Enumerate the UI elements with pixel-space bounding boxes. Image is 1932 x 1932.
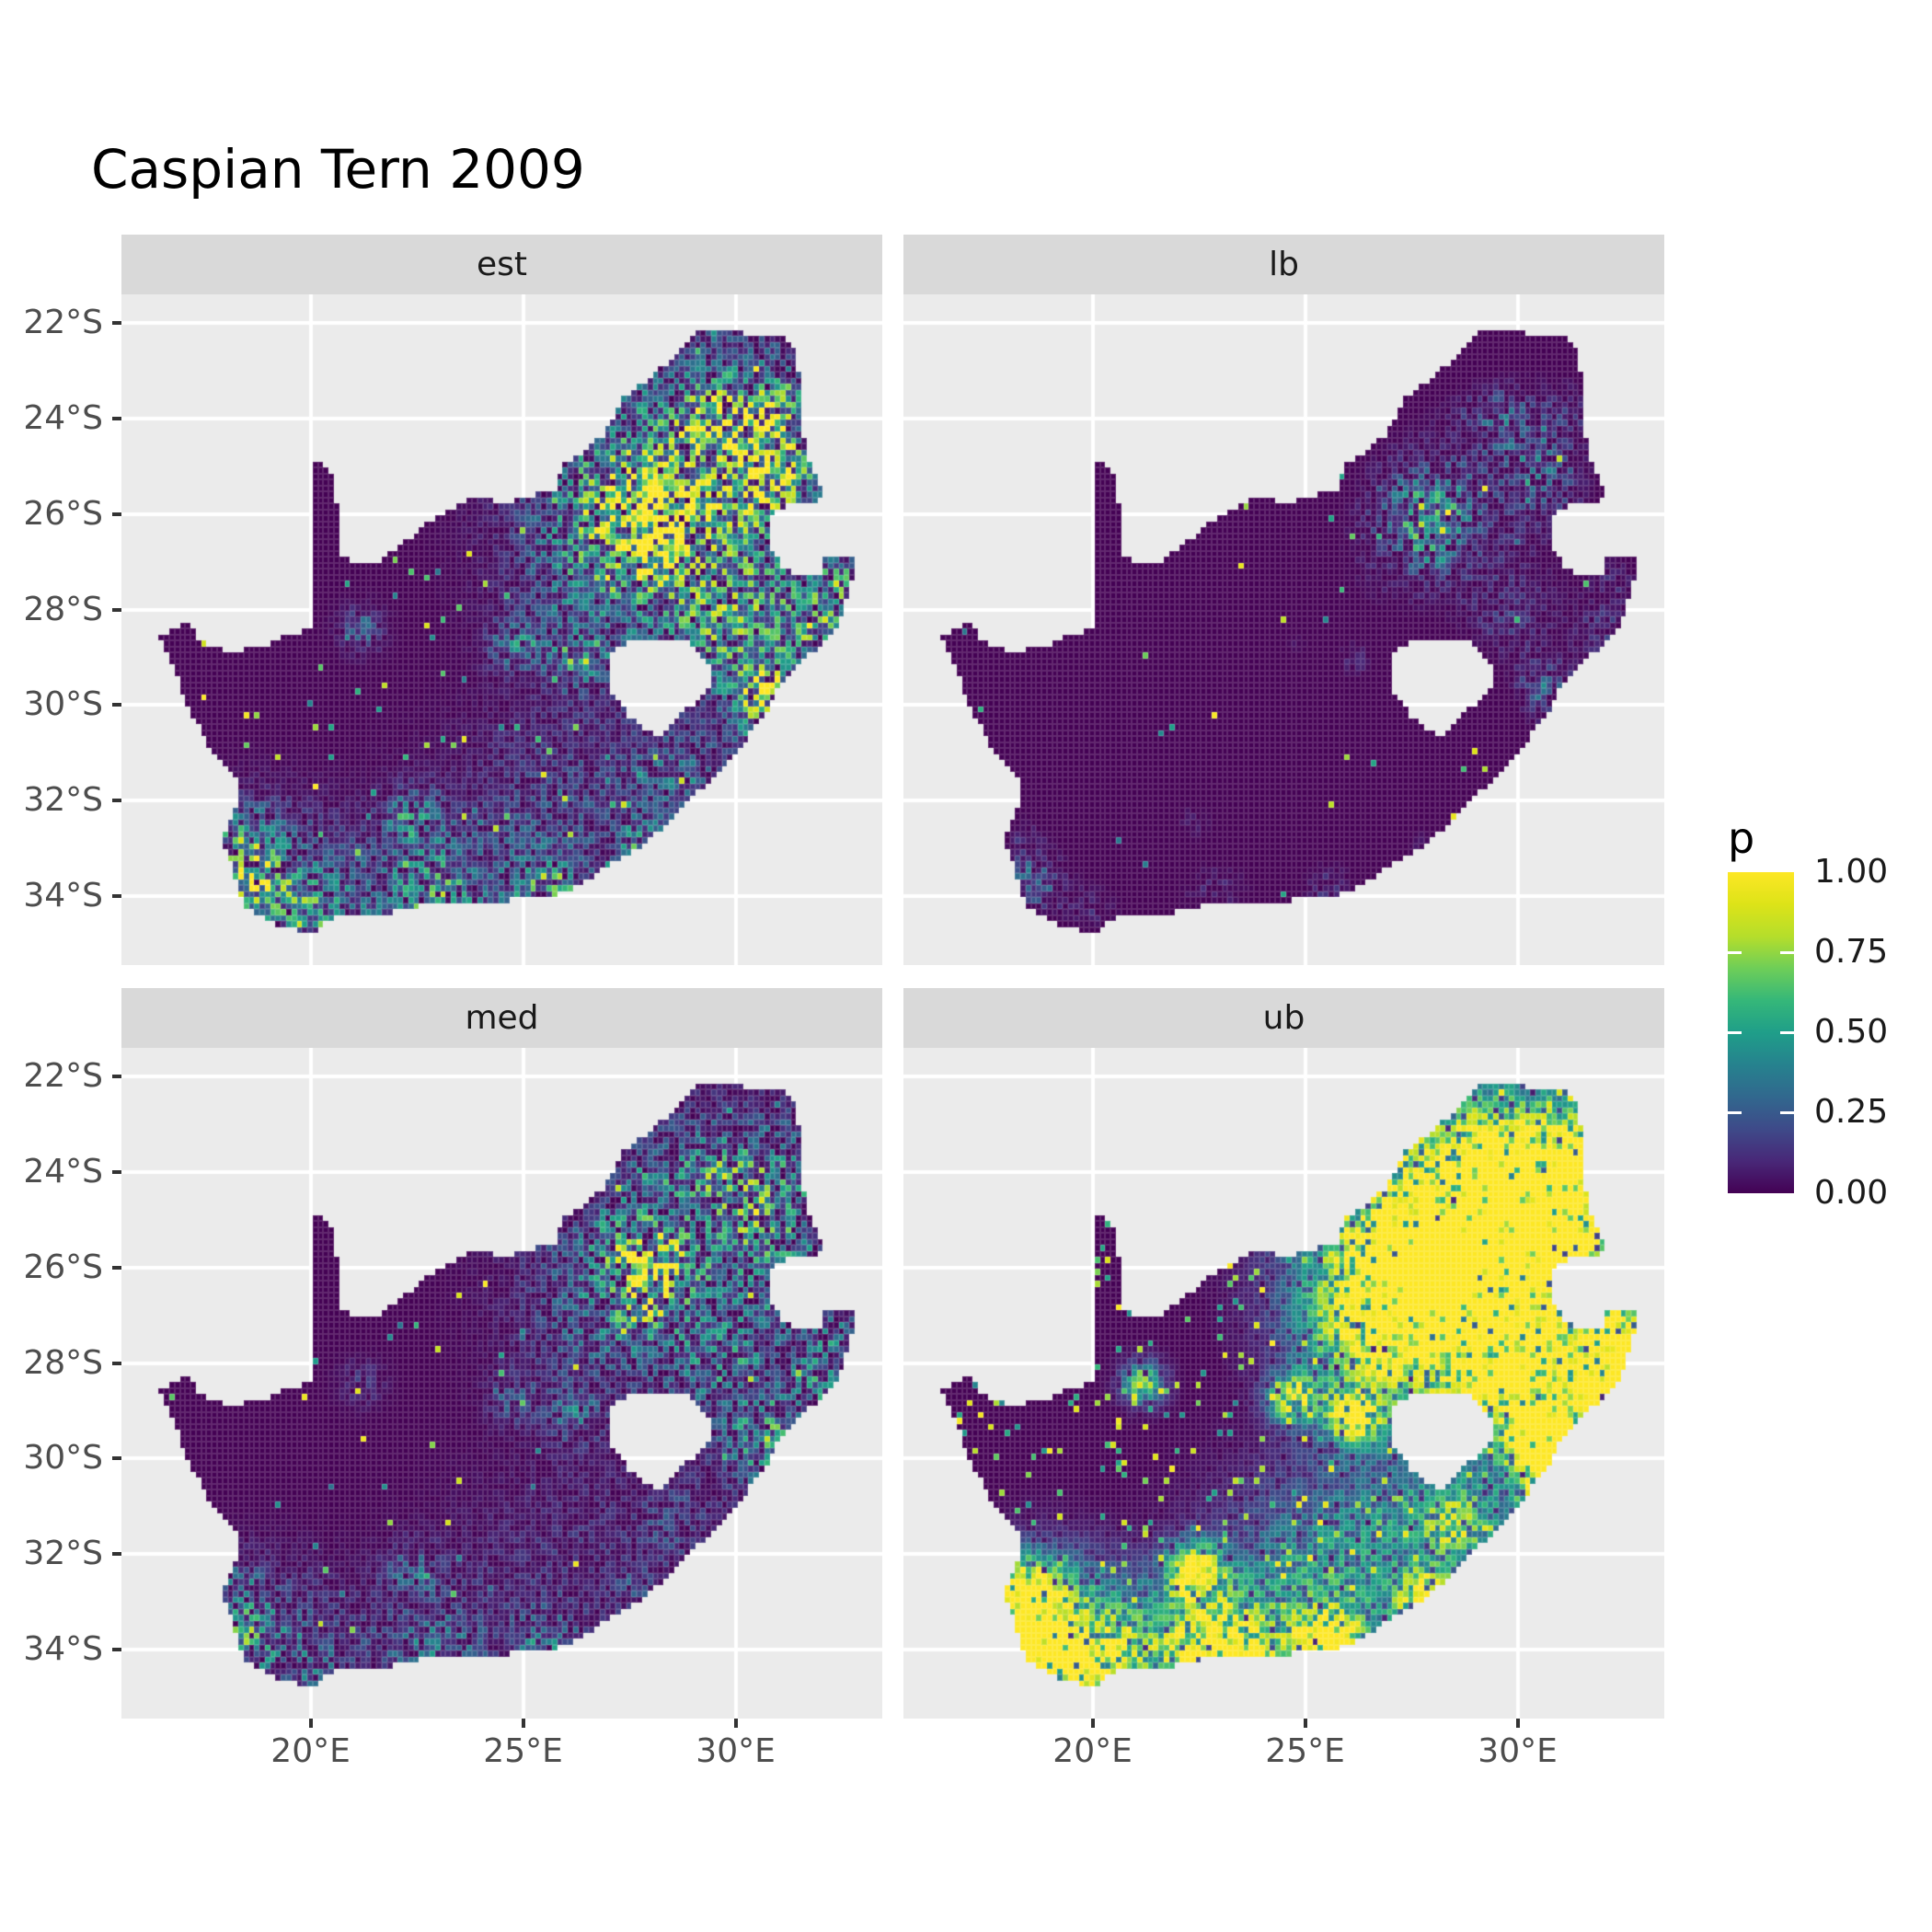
x-axis-tick	[1303, 1719, 1307, 1728]
y-axis-tick	[112, 607, 121, 612]
legend-label: 0.75	[1814, 933, 1889, 971]
y-axis-tick	[112, 893, 121, 898]
facet-strip-est: est	[121, 235, 882, 294]
legend-label: 0.25	[1814, 1093, 1889, 1131]
y-axis-tick	[112, 321, 121, 326]
map-canvas-med	[121, 1048, 882, 1719]
y-axis-tick	[112, 1456, 121, 1461]
y-axis-tick-label: 22°S	[23, 1057, 103, 1096]
facet-strip-label-est: est	[476, 246, 528, 283]
map-panel-ub	[903, 1048, 1664, 1719]
y-axis-tick-label: 34°S	[23, 1629, 103, 1668]
y-axis-tick-label: 26°S	[23, 1248, 103, 1286]
y-axis-tick-label: 28°S	[23, 590, 103, 628]
colorbar-tick	[1728, 1111, 1742, 1114]
y-axis-tick-label: 32°S	[23, 781, 103, 820]
facet-strip-lb: lb	[903, 235, 1664, 294]
y-axis-tick	[112, 1075, 121, 1079]
legend-title: p	[1728, 813, 1755, 863]
y-axis-tick-label: 26°S	[23, 494, 103, 533]
x-axis-tick-label: 20°E	[270, 1732, 351, 1770]
y-axis-tick-label: 30°S	[23, 685, 103, 724]
x-axis-tick	[733, 1719, 738, 1728]
colorbar-tick	[1728, 951, 1742, 954]
y-axis-tick-label: 24°S	[23, 398, 103, 437]
x-axis-tick-label: 30°E	[1478, 1732, 1558, 1770]
colorbar-tick	[1780, 951, 1794, 954]
y-axis-tick	[112, 512, 121, 516]
colorbar-tick	[1780, 1031, 1794, 1034]
y-axis-tick-label: 30°S	[23, 1439, 103, 1478]
y-axis-tick-label: 34°S	[23, 876, 103, 914]
y-axis-tick-label: 32°S	[23, 1535, 103, 1573]
y-axis-tick	[112, 1552, 121, 1557]
legend-label: 0.00	[1814, 1174, 1889, 1212]
x-axis-tick-label: 25°E	[1265, 1732, 1345, 1770]
y-axis-tick-label: 24°S	[23, 1152, 103, 1190]
facet-strip-ub: ub	[903, 988, 1664, 1048]
map-canvas-lb	[903, 294, 1664, 965]
map-panel-est	[121, 294, 882, 965]
colorbar-tick	[1780, 1111, 1794, 1114]
y-axis-tick-label: 22°S	[23, 304, 103, 342]
x-axis-tick	[521, 1719, 525, 1728]
x-axis-tick-label: 25°E	[483, 1732, 563, 1770]
y-axis-tick	[112, 416, 121, 420]
y-axis-tick	[112, 1647, 121, 1651]
plot-title: Caspian Tern 2009	[91, 138, 585, 201]
map-canvas-ub	[903, 1048, 1664, 1719]
x-axis-tick-label: 20°E	[1052, 1732, 1133, 1770]
facet-strip-label-med: med	[465, 999, 539, 1037]
x-axis-tick	[308, 1719, 313, 1728]
x-axis-tick	[1515, 1719, 1520, 1728]
colorbar-tick	[1728, 1031, 1742, 1034]
y-axis-tick-label: 28°S	[23, 1343, 103, 1382]
map-canvas-est	[121, 294, 882, 965]
x-axis-tick-label: 30°E	[696, 1732, 776, 1770]
facet-strip-label-lb: lb	[1269, 246, 1299, 283]
y-axis-tick	[112, 799, 121, 803]
y-axis-tick	[112, 1361, 121, 1365]
facet-strip-label-ub: ub	[1262, 999, 1305, 1037]
legend-label: 0.50	[1814, 1013, 1889, 1051]
facet-strip-med: med	[121, 988, 882, 1048]
map-panel-lb	[903, 294, 1664, 965]
x-axis-tick	[1090, 1719, 1095, 1728]
legend-label: 1.00	[1814, 853, 1889, 891]
y-axis-tick	[112, 703, 121, 707]
y-axis-tick	[112, 1169, 121, 1174]
y-axis-tick	[112, 1265, 121, 1270]
map-panel-med	[121, 1048, 882, 1719]
